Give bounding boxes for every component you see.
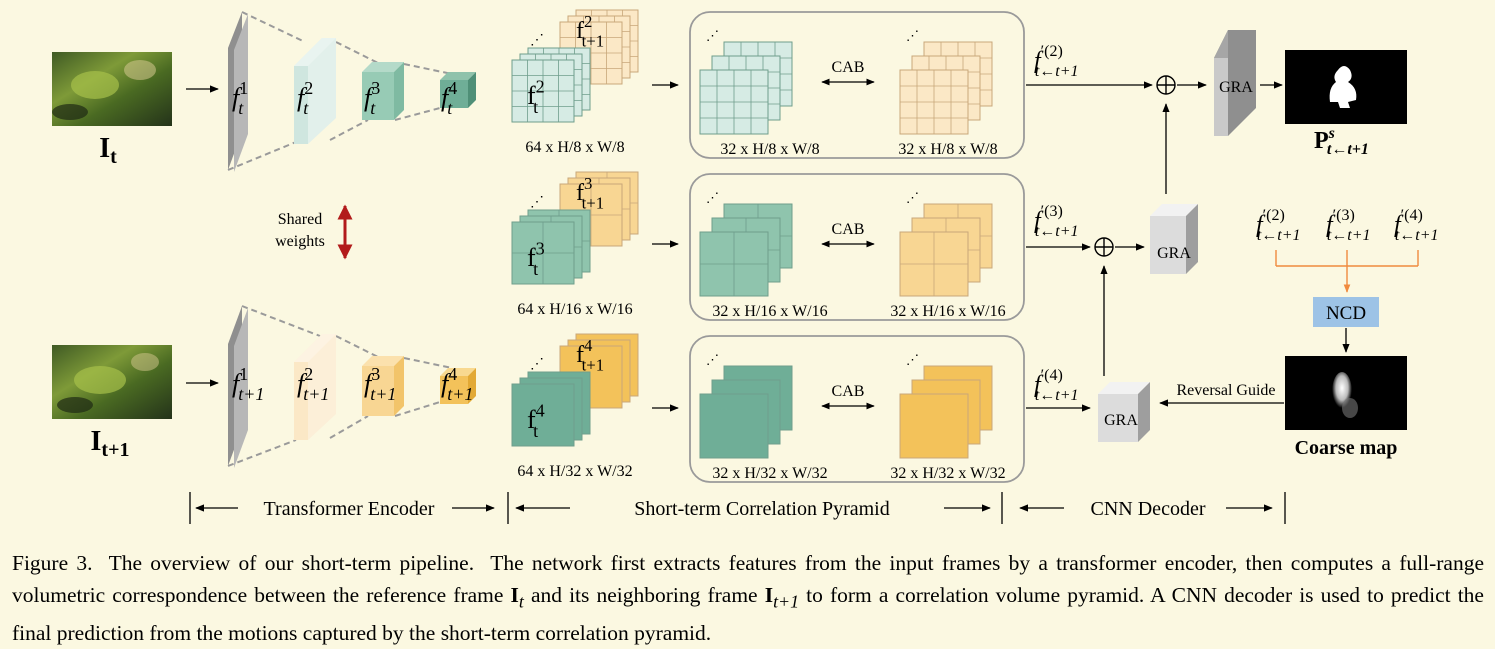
output-label: Ps t←t+1 bbox=[1314, 125, 1369, 158]
svg-text:f1t: f1 t bbox=[232, 78, 248, 118]
reference-frame-label: It bbox=[99, 133, 117, 168]
stack-dims-level-3: 64 x H/32 x W/32 bbox=[517, 463, 632, 480]
flow-label-level-1: f′(2) t←t+1 bbox=[1034, 43, 1079, 80]
reference-frame-image bbox=[52, 52, 172, 126]
flow-label-level-3: f′(4) t←t+1 bbox=[1034, 367, 1079, 404]
caption-text-2: and its neighboring frame bbox=[523, 583, 765, 607]
svg-text:⋰: ⋰ bbox=[530, 33, 544, 48]
svg-text:f3t+1: f3 t+1 bbox=[576, 174, 604, 212]
svg-text:f1t+1: f1 t+1 bbox=[232, 364, 264, 404]
volume-dims-right-level-1: 32 x H/8 x W/8 bbox=[898, 141, 997, 158]
caption-nb-symbol: I bbox=[764, 583, 774, 607]
caption-ref-symbol: I bbox=[510, 583, 519, 607]
svg-text:⋰: ⋰ bbox=[906, 190, 919, 205]
ncd-block: NCD bbox=[1313, 297, 1379, 327]
correlation-box-level-3 bbox=[689, 335, 1025, 483]
svg-text:f′(4)t←t+1: f′(4) t←t+1 bbox=[1394, 207, 1439, 244]
svg-text:GRA: GRA bbox=[1219, 79, 1253, 96]
volume-dims-left-level-1: 32 x H/8 x W/8 bbox=[720, 141, 819, 158]
volume-dims-right-level-2: 32 x H/16 x W/16 bbox=[890, 303, 1005, 320]
svg-text:⋰: ⋰ bbox=[530, 195, 544, 210]
svg-text:f2t: f2 t bbox=[527, 76, 545, 117]
shared-weights-label-2: weights bbox=[275, 233, 325, 250]
stack-dims-level-2: 64 x H/16 x W/16 bbox=[517, 301, 632, 318]
svg-text:f2t+1: f2 t+1 bbox=[576, 12, 604, 50]
volume-dims-left-level-2: 32 x H/16 x W/16 bbox=[712, 303, 827, 320]
volume-dims-left-level-3: 32 x H/32 x W/32 bbox=[712, 465, 827, 482]
cab-label-level-3: CAB bbox=[832, 383, 865, 400]
svg-text:f3t+1: f3 t+1 bbox=[364, 364, 396, 404]
feature-stack-level-1: ⋰ f2 t f2 t+1 64 x H/8 x W/8 bbox=[511, 9, 639, 156]
svg-text:⋰: ⋰ bbox=[906, 28, 919, 43]
svg-text:f3t: f3 t bbox=[364, 78, 380, 118]
neighbor-frame-image bbox=[52, 345, 172, 419]
pipeline-diagram: It It+1 f1 t bbox=[52, 9, 1439, 524]
coarse-map-label: Coarse map bbox=[1295, 437, 1398, 459]
svg-text:NCD: NCD bbox=[1326, 303, 1366, 324]
flow-label-level-2: f′(3) t←t+1 bbox=[1034, 203, 1079, 240]
svg-text:f4t: f4 t bbox=[527, 400, 545, 441]
stage-label-pyramid: Short-term Correlation Pyramid bbox=[634, 498, 890, 520]
reversal-guide-label: Reversal Guide bbox=[1176, 382, 1275, 399]
caption-text-1: Figure 3. The overview of our short-term… bbox=[12, 551, 1490, 607]
shared-weights-label: Shared bbox=[278, 211, 322, 228]
caption-nb-sub: t+1 bbox=[773, 591, 800, 612]
svg-text:GRA: GRA bbox=[1157, 245, 1191, 262]
feature-stack-level-3: ⋰ f4 t f4 t+1 64 x H/32 x W/32 bbox=[511, 333, 639, 480]
output-prediction-map bbox=[1285, 50, 1407, 124]
svg-text:f2t+1: f2 t+1 bbox=[297, 364, 329, 404]
correlation-volumes-level-2: ⋰ ⋰ CAB 32 x H/16 x W/16 32 x H/16 x W/16 bbox=[699, 190, 1006, 320]
stage-label-decoder: CNN Decoder bbox=[1091, 498, 1206, 520]
encoder-top-labels: f1 t f2 t f3 t f4 t bbox=[232, 78, 457, 118]
ncd-input-1: f′(2) t←t+1 bbox=[1256, 207, 1301, 244]
gra-block-bottom: GRA bbox=[1098, 382, 1150, 442]
svg-text:GRA: GRA bbox=[1104, 412, 1138, 429]
oplus-middle bbox=[1094, 237, 1114, 257]
ncd-bracket bbox=[1275, 250, 1419, 293]
svg-text:f′(2)t←t+1: f′(2) t←t+1 bbox=[1256, 207, 1301, 244]
svg-text:f′(3)t←t+1: f′(3) t←t+1 bbox=[1034, 203, 1079, 240]
svg-text:⋰: ⋰ bbox=[706, 352, 719, 367]
svg-text:f2t: f2 t bbox=[297, 78, 313, 118]
svg-text:⋰: ⋰ bbox=[530, 357, 544, 372]
svg-text:⋰: ⋰ bbox=[706, 190, 719, 205]
volume-dims-right-level-3: 32 x H/32 x W/32 bbox=[890, 465, 1005, 482]
caption-text-3: to form a correlation volume pyramid. A … bbox=[12, 583, 1490, 646]
gra-block-middle: GRA bbox=[1150, 204, 1198, 274]
svg-text:⋰: ⋰ bbox=[906, 352, 919, 367]
ncd-input-3: f′(4) t←t+1 bbox=[1394, 207, 1439, 244]
encoder-top bbox=[227, 11, 476, 172]
svg-text:f′(4)t←t+1: f′(4) t←t+1 bbox=[1034, 367, 1079, 404]
gra-block-top: GRA bbox=[1214, 30, 1256, 136]
stage-label-encoder: Transformer Encoder bbox=[264, 498, 435, 520]
encoder-bottom bbox=[227, 305, 476, 468]
feature-stack-level-2: ⋰ f3 t f3 t+1 64 x H/16 x W/16 bbox=[511, 171, 639, 318]
cab-label-level-1: CAB bbox=[832, 59, 865, 76]
correlation-box-level-1 bbox=[689, 11, 1025, 159]
ncd-input-2: f′(3) t←t+1 bbox=[1326, 207, 1371, 244]
coarse-map-image bbox=[1285, 356, 1407, 430]
stack-dims-level-1: 64 x H/8 x W/8 bbox=[525, 139, 624, 156]
neighbor-frame-label: It+1 bbox=[91, 426, 130, 461]
oplus-top bbox=[1156, 75, 1176, 95]
figure-caption: Figure 3. The overview of our short-term… bbox=[12, 547, 1484, 649]
correlation-volumes-level-3: ⋰ ⋰ CAB 32 x H/32 x W/32 32 x H/32 x W/32 bbox=[699, 352, 1006, 482]
svg-text:f′(2)t←t+1: f′(2) t←t+1 bbox=[1034, 43, 1079, 80]
encoder-bottom-labels: f1 t+1 f2 t+1 f3 t+1 f4 t+1 bbox=[232, 364, 473, 404]
correlation-volumes-level-1: ⋰ ⋰ CAB 32 x H/8 x W/8 32 x H/8 x W/8 bbox=[699, 28, 998, 158]
svg-text:f4t: f4 t bbox=[441, 78, 457, 118]
stage-brackets bbox=[189, 492, 1286, 524]
svg-text:f4t+1: f4 t+1 bbox=[576, 336, 604, 374]
svg-text:⋰: ⋰ bbox=[706, 28, 719, 43]
svg-text:f′(3)t←t+1: f′(3) t←t+1 bbox=[1326, 207, 1371, 244]
correlation-box-level-2 bbox=[689, 173, 1025, 321]
svg-text:f3t: f3 t bbox=[527, 238, 545, 279]
svg-text:f4t+1: f4 t+1 bbox=[441, 364, 473, 404]
caption-ref-sub: t bbox=[518, 591, 524, 612]
cab-label-level-2: CAB bbox=[832, 221, 865, 238]
